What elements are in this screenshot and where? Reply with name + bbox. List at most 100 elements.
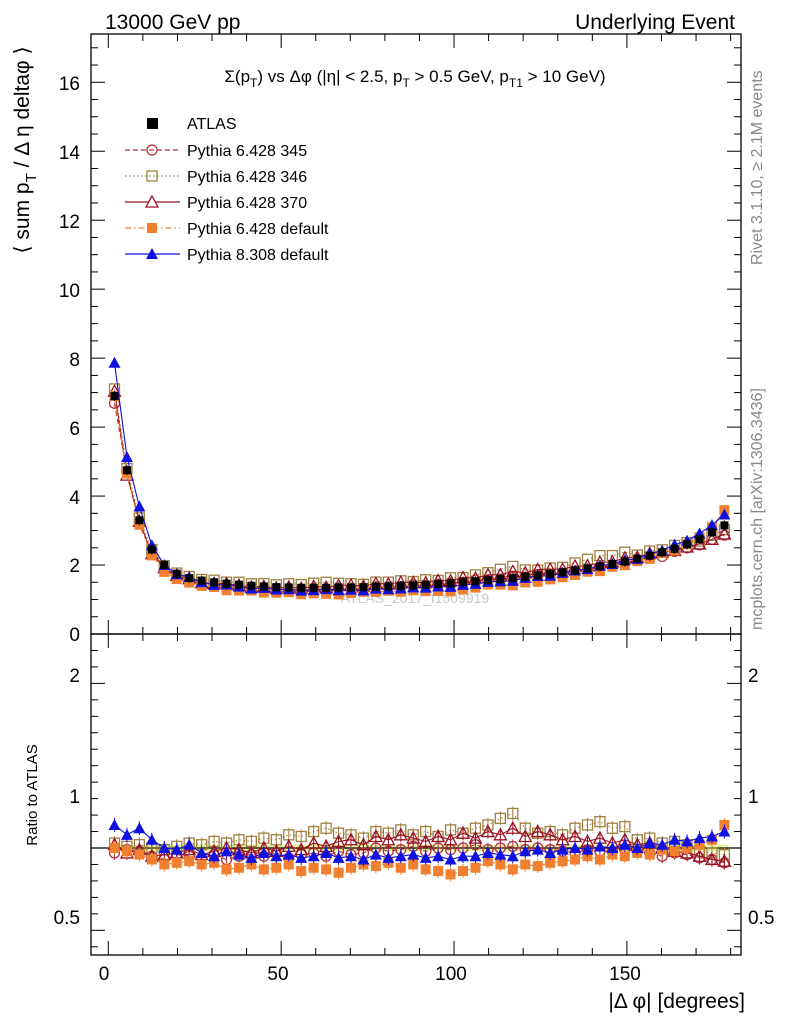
ratio-point-series-2-25: [418, 834, 433, 848]
atlas-point-29: [471, 577, 480, 586]
ratio-point-series-3-9: [221, 864, 232, 875]
ratio-point-series-4-32: [506, 850, 519, 862]
ratio-point-series-3-25: [420, 864, 431, 875]
ratio-point-series-3-23: [395, 862, 406, 873]
ratio-point-series-4-5: [170, 843, 183, 855]
ratio-point-series-3-15: [296, 866, 307, 877]
ratio-point-series-3-18: [333, 867, 344, 878]
atlas-point-22: [384, 582, 393, 591]
atlas-point-35: [546, 570, 555, 578]
ratio-point-series-2-26: [431, 829, 446, 843]
ratio-point-series-2-18: [331, 834, 346, 848]
ratio-point-series-3-41: [619, 851, 630, 862]
ratio-point-series-4-14: [282, 848, 295, 860]
ratio-y-tick-labels-left: 0.5 1 2: [54, 666, 80, 929]
ratio-point-series-3-30: [482, 856, 493, 867]
atlas-point-2: [135, 516, 144, 525]
legend-entry-p8default: Pythia 8.308 default: [125, 247, 329, 264]
atlas-point-5: [172, 569, 181, 578]
ratio-point-series-4-28: [457, 850, 470, 862]
ratio-point-series-2-16: [306, 835, 321, 849]
legend-label-atlas: ATLAS: [187, 116, 237, 133]
atlas-point-13: [272, 583, 281, 592]
main-point-series-4-2: [133, 500, 146, 512]
atlas-point-34: [533, 571, 542, 580]
main-y-tick-16: 16: [59, 74, 80, 95]
ratio-point-series-4-41: [618, 838, 631, 850]
header-right: Underlying Event: [575, 11, 735, 34]
axis-frames: [90, 33, 742, 956]
ratio-point-series-4-38: [581, 843, 594, 855]
ratio-point-series-4-19: [345, 850, 357, 862]
main-point-series-2-47: [692, 536, 707, 550]
atlas-point-12: [259, 582, 268, 591]
legend-entry-p345: Pythia 6.428 345: [125, 143, 307, 160]
atlas-point-4: [160, 561, 169, 570]
atlas-point-27: [446, 579, 455, 588]
ratio-point-series-2-19: [343, 832, 359, 846]
ratio-point-series-2-21: [368, 829, 383, 843]
main-point-series-3-34: [532, 576, 543, 587]
atlas-point-19: [347, 583, 355, 592]
atlas-point-46: [683, 540, 692, 549]
ratio-point-series-2-32: [505, 820, 520, 834]
ratio-y-tick-1-right: 1: [748, 787, 759, 808]
main-point-series-3-4: [159, 566, 170, 577]
atlas-point-14: [284, 583, 293, 592]
ratio-point-series-4-26: [432, 850, 445, 862]
ratio-point-series-4-13: [270, 850, 283, 862]
atlas-point-10: [234, 580, 243, 589]
legend-marker-p6default: [147, 223, 157, 233]
main-y-tick-14: 14: [59, 143, 81, 164]
ratio-point-series-4-35: [544, 846, 557, 858]
ratio-point-series-4-39: [593, 840, 606, 852]
legend-marker-p8default: [146, 248, 158, 259]
atlas-point-0: [110, 392, 119, 401]
ratio-point-series-4-47: [693, 832, 706, 844]
legend-entry-p346: Pythia 6.428 346: [125, 169, 307, 186]
ratio-point-series-4-16: [307, 850, 320, 862]
main-y-tick-12: 12: [59, 212, 80, 233]
ratio-point-series-2-47: [692, 848, 707, 862]
main-point-series-3-9: [221, 585, 232, 596]
atlas-point-8: [210, 578, 219, 587]
ratio-point-series-4-11: [245, 851, 258, 863]
atlas-point-45: [670, 544, 679, 553]
ratio-point-series-3-7: [196, 859, 207, 870]
ratio-point-series-3-17: [321, 864, 332, 875]
main-y-tick-2: 2: [69, 556, 80, 577]
ratio-point-series-3-21: [370, 861, 381, 872]
ratio-point-series-3-45: [669, 846, 680, 857]
ratio-point-series-4-6: [183, 838, 196, 850]
atlas-point-3: [147, 545, 156, 554]
chart-title: Σ(pT) vs Δφ (|η| < 2.5, pT > 0.5 GeV, pT…: [224, 67, 605, 90]
ratio-point-series-4-30: [481, 846, 494, 858]
ratio-point-series-3-10: [233, 862, 244, 873]
main-plot-area: [107, 356, 732, 600]
legend-marker-p346: [146, 170, 158, 182]
ratio-point-series-4-12: [257, 846, 270, 858]
ratio-point-series-4-1: [120, 828, 133, 840]
ratio-point-series-2-24: [406, 830, 421, 844]
ratio-point-series-1-40: [606, 822, 619, 834]
ratio-point-series-3-12: [258, 864, 269, 875]
ratio-point-series-4-46: [681, 835, 694, 847]
ratio-point-series-2-23: [393, 827, 408, 841]
header-left: 13000 GeV pp: [105, 11, 240, 34]
ratio-y-tick-0.5-right: 0.5: [748, 908, 774, 929]
legend-marker-atlas: [147, 118, 158, 129]
mcplots-label: mcplots.cern.ch [arXiv:1306.3436]: [749, 388, 766, 630]
ratio-point-series-4-49: [718, 825, 731, 837]
atlas-point-15: [297, 583, 306, 592]
ratio-point-series-2-48: [704, 852, 720, 866]
ratio-point-series-3-36: [557, 856, 568, 867]
ratio-point-series-4-40: [606, 842, 619, 853]
ratio-point-series-1-32: [507, 807, 519, 820]
ratio-point-series-4-10: [232, 848, 245, 860]
atlas-point-38: [583, 564, 592, 573]
atlas-point-24: [409, 581, 418, 590]
ratio-point-series-3-4: [159, 859, 170, 870]
main-point-series-4-49: [718, 508, 731, 520]
atlas-point-7: [197, 576, 206, 585]
